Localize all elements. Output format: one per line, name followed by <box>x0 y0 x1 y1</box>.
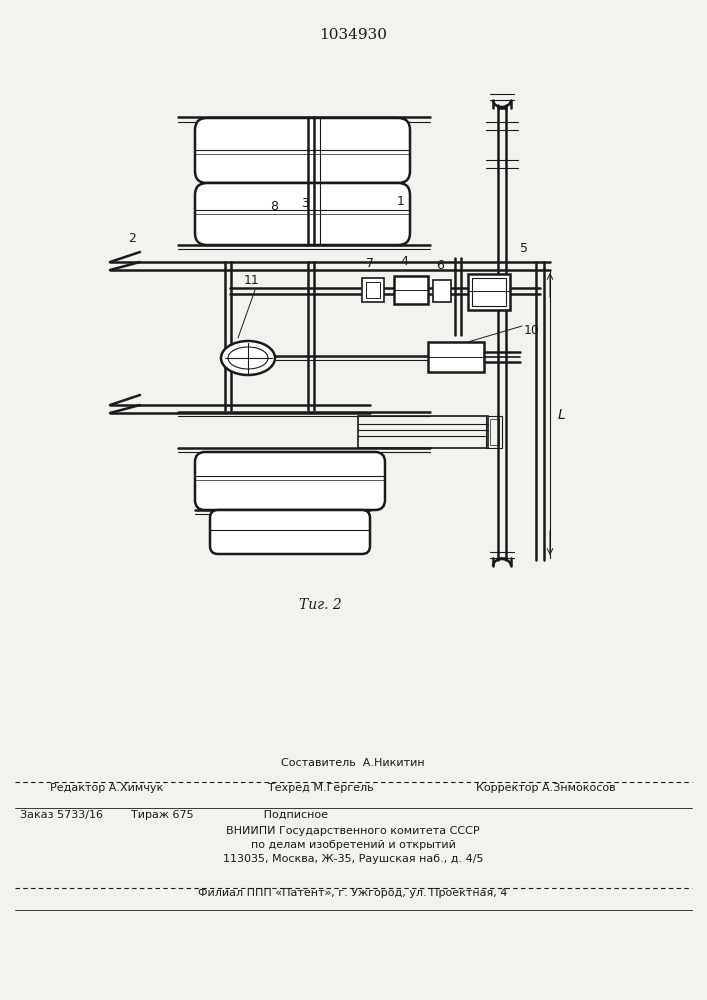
Text: Филиал ППП «Патент», г. Ужгород, ул. Проектная, 4: Филиал ППП «Патент», г. Ужгород, ул. Про… <box>198 888 508 898</box>
Text: Редактор А.Химчук: Редактор А.Химчук <box>50 783 163 793</box>
Text: 5: 5 <box>520 242 528 255</box>
Text: 10: 10 <box>524 324 540 337</box>
Bar <box>468 274 510 310</box>
Text: 6: 6 <box>436 259 444 272</box>
FancyBboxPatch shape <box>195 183 410 245</box>
Text: по делам изобретений и открытий: по делам изобретений и открытий <box>250 840 455 850</box>
Text: 1: 1 <box>397 195 405 208</box>
Text: Τиг. 2: Τиг. 2 <box>298 598 341 612</box>
Bar <box>366 282 380 298</box>
Bar <box>472 278 506 306</box>
Text: 3: 3 <box>301 197 309 210</box>
Text: 113035, Москва, Ж-35, Раушская наб., д. 4/5: 113035, Москва, Ж-35, Раушская наб., д. … <box>223 854 484 864</box>
Bar <box>433 280 451 302</box>
Text: 7: 7 <box>366 257 374 270</box>
Bar <box>358 416 488 448</box>
Bar <box>362 278 384 302</box>
Text: Составитель  А.Никитин: Составитель А.Никитин <box>281 758 425 768</box>
Ellipse shape <box>221 341 275 375</box>
FancyBboxPatch shape <box>195 118 410 183</box>
Bar <box>486 416 502 448</box>
Text: Корректор А.Знмокосов: Корректор А.Знмокосов <box>476 783 616 793</box>
Text: 2: 2 <box>128 232 136 245</box>
Bar <box>428 342 484 372</box>
FancyBboxPatch shape <box>195 452 385 510</box>
Bar <box>490 419 499 445</box>
Text: 4: 4 <box>400 255 408 268</box>
Text: ВНИИПИ Государственного комитета СССР: ВНИИПИ Государственного комитета СССР <box>226 826 480 836</box>
Text: L: L <box>558 408 566 422</box>
Text: 1034930: 1034930 <box>319 28 387 42</box>
Text: Техред М.Гергель: Техред М.Гергель <box>268 783 373 793</box>
Text: 11: 11 <box>244 274 260 287</box>
Text: 8: 8 <box>270 200 278 213</box>
Bar <box>394 276 428 304</box>
Text: Заказ 5733/16        Тираж 675                    Подписное: Заказ 5733/16 Тираж 675 Подписное <box>20 810 328 820</box>
FancyBboxPatch shape <box>210 510 370 554</box>
